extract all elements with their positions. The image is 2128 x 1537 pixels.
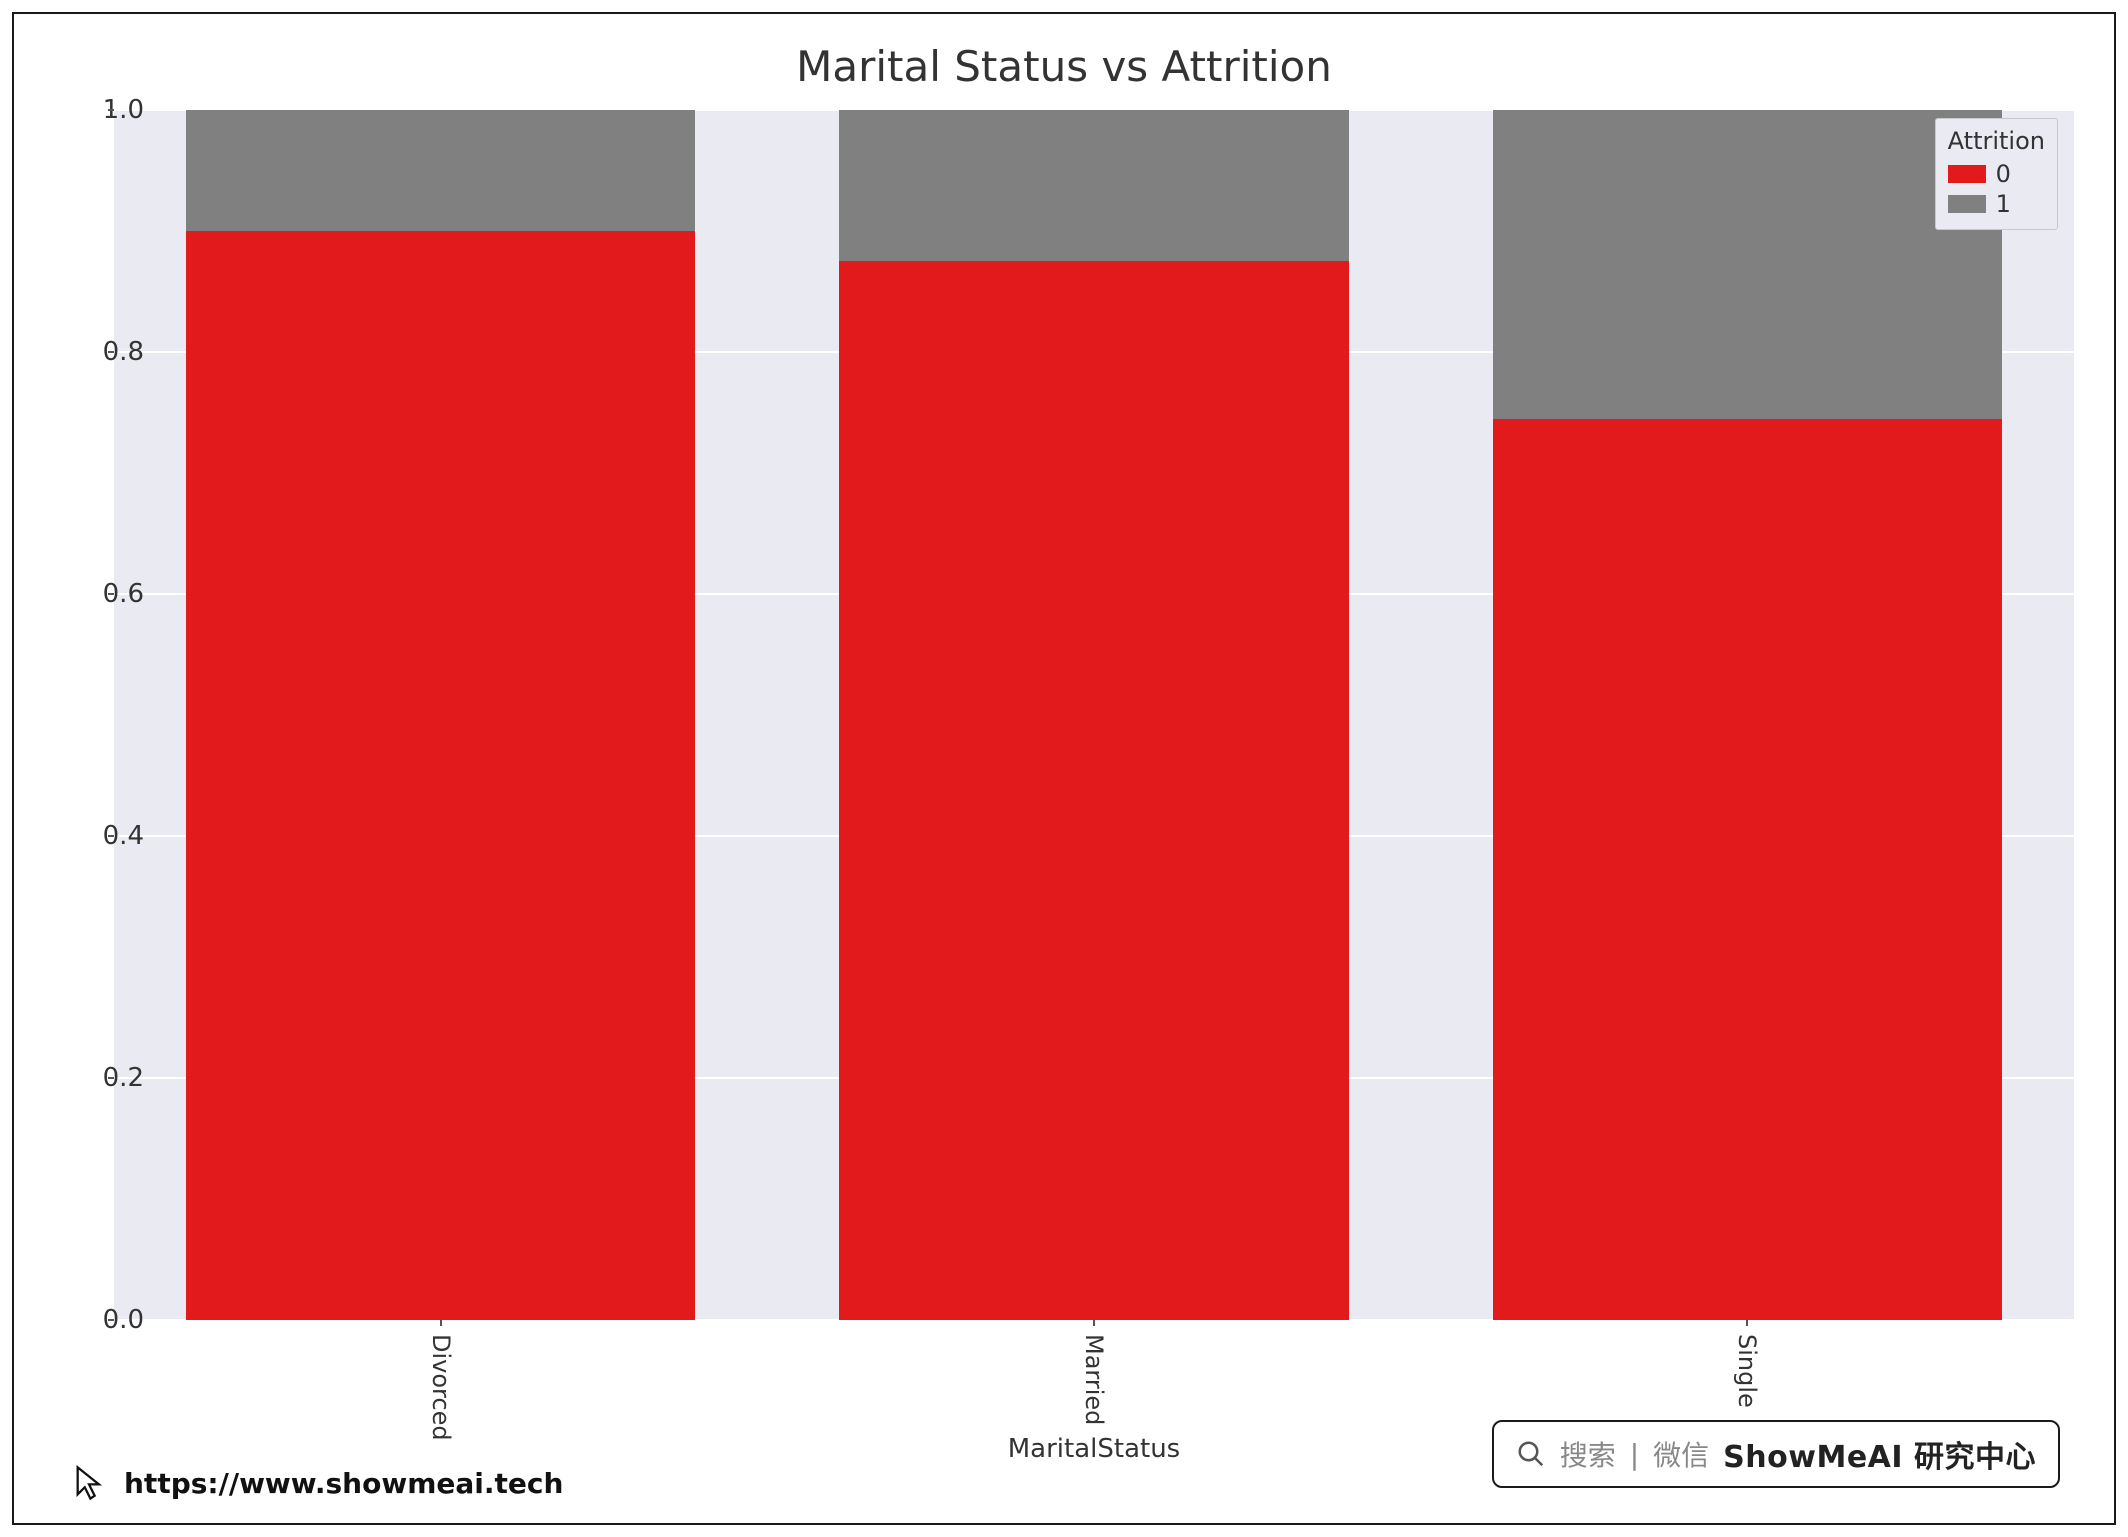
- bar-segment: [186, 110, 696, 231]
- y-tick-mark: [108, 109, 114, 111]
- bar-group: [1493, 110, 2003, 1320]
- y-tick-label: 0.8: [64, 337, 144, 367]
- bar-segment: [839, 261, 1349, 1320]
- bar-group: [186, 110, 696, 1320]
- y-tick-label: 0.4: [64, 821, 144, 851]
- bar-segment: [1493, 419, 2003, 1320]
- bar-segment: [839, 110, 1349, 261]
- y-tick-mark: [108, 351, 114, 353]
- plot-area: [114, 110, 2074, 1320]
- watermark-badge: 搜索 | 微信 ShowMeAI 研究中心: [1492, 1420, 2060, 1488]
- x-tick-mark: [1093, 1320, 1095, 1326]
- chart-title: Marital Status vs Attrition: [14, 42, 2114, 91]
- legend-title: Attrition: [1948, 127, 2045, 155]
- legend: Attrition 01: [1935, 118, 2058, 230]
- bar-group: [839, 110, 1349, 1320]
- watermark-brand: ShowMeAI 研究中心: [1723, 1432, 2036, 1476]
- footer-url: https://www.showmeai.tech: [124, 1467, 563, 1500]
- x-tick-mark: [440, 1320, 442, 1326]
- x-tick-label: Single: [1733, 1334, 1761, 1408]
- legend-label: 1: [1996, 189, 2011, 219]
- x-tick-label: Married: [1080, 1334, 1108, 1425]
- figure-frame: Marital Status vs Attrition MaritalStatu…: [12, 12, 2116, 1525]
- separator: |: [1630, 1438, 1639, 1471]
- y-tick-mark: [108, 1319, 114, 1321]
- y-tick-mark: [108, 593, 114, 595]
- watermark-wechat-label: 微信: [1653, 1434, 1709, 1474]
- watermark-search-label: 搜索: [1560, 1434, 1616, 1474]
- y-tick-label: 0.6: [64, 579, 144, 609]
- y-tick-label: 1.0: [64, 95, 144, 125]
- x-tick-mark: [1746, 1320, 1748, 1326]
- legend-item: 0: [1948, 159, 2045, 189]
- legend-label: 0: [1996, 159, 2011, 189]
- cursor-icon: [72, 1463, 106, 1503]
- legend-swatch: [1948, 195, 1986, 213]
- y-tick-mark: [108, 1077, 114, 1079]
- bar-segment: [186, 231, 696, 1320]
- y-tick-label: 0.2: [64, 1063, 144, 1093]
- y-tick-label: 0.0: [64, 1305, 144, 1335]
- search-icon: [1516, 1439, 1546, 1469]
- y-tick-mark: [108, 835, 114, 837]
- x-tick-label: Divorced: [427, 1334, 455, 1441]
- legend-item: 1: [1948, 189, 2045, 219]
- footer: https://www.showmeai.tech: [72, 1463, 563, 1503]
- legend-swatch: [1948, 165, 1986, 183]
- bar-segment: [1493, 110, 2003, 419]
